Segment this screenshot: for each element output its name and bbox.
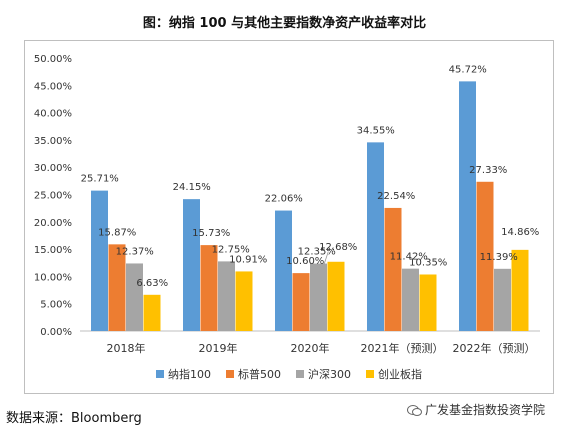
x-tick-label: 2018年	[107, 341, 146, 355]
x-tick-label: 2019年	[199, 341, 238, 355]
bar-4	[511, 249, 529, 331]
legend-swatch-1	[156, 370, 164, 378]
data-label: 10.35%	[409, 257, 447, 268]
data-label: 27.33%	[469, 165, 507, 176]
y-tick-label: 50.00%	[34, 54, 72, 65]
data-label: 12.75%	[212, 244, 250, 255]
data-label: 10.91%	[229, 254, 267, 265]
x-tick-label: 2021年（预测）	[361, 341, 444, 355]
legend-label: 创业板指	[378, 367, 422, 381]
y-tick-label: 5.00%	[40, 300, 72, 311]
legend-swatch-4	[366, 370, 374, 378]
y-tick-label: 30.00%	[34, 163, 72, 174]
data-label: 6.63%	[136, 278, 168, 289]
data-label: 15.87%	[98, 227, 136, 238]
watermark: 广发基金指数投资学院	[407, 401, 545, 418]
bar-3	[494, 268, 511, 331]
bar-1	[91, 190, 108, 331]
data-label: 22.06%	[265, 194, 303, 205]
bar-1	[367, 142, 384, 331]
bar-3	[310, 263, 327, 331]
data-label: 10.60%	[286, 256, 324, 267]
legend-label: 沪深300	[308, 367, 351, 381]
x-tick-label: 2022年（预测）	[453, 341, 536, 355]
data-label: 22.54%	[377, 191, 415, 202]
data-label: 12.68%	[319, 242, 357, 253]
wechat-icon	[407, 404, 422, 416]
bar-4	[143, 294, 161, 331]
legend-swatch-2	[226, 370, 234, 378]
x-tick-label: 2020年	[291, 341, 330, 355]
y-tick-label: 15.00%	[34, 245, 72, 256]
legend-label: 标普500	[238, 367, 281, 381]
bar-2	[292, 273, 310, 331]
bar-4	[327, 261, 345, 331]
watermark-text: 广发基金指数投资学院	[425, 403, 546, 417]
y-tick-label: 35.00%	[34, 136, 72, 147]
y-tick-label: 40.00%	[34, 109, 72, 120]
data-label: 45.72%	[449, 64, 487, 75]
bar-1	[275, 210, 292, 331]
bar-3	[218, 261, 235, 331]
data-label: 24.15%	[173, 182, 211, 193]
legend-swatch-3	[296, 370, 304, 378]
data-label: 15.73%	[192, 228, 230, 239]
bar-4	[235, 271, 253, 331]
bar-1	[459, 81, 476, 331]
y-tick-label: 0.00%	[40, 327, 72, 338]
y-tick-label: 45.00%	[34, 81, 72, 92]
data-label: 12.37%	[116, 246, 154, 257]
leader-line	[323, 251, 329, 264]
bar-2	[200, 245, 218, 331]
data-source: 数据来源：Bloomberg	[6, 411, 142, 426]
bar-3	[402, 268, 419, 331]
data-label: 25.71%	[81, 174, 119, 185]
y-tick-label: 10.00%	[34, 272, 72, 283]
y-tick-label: 20.00%	[34, 218, 72, 229]
y-tick-label: 25.00%	[34, 191, 72, 202]
bar-1	[183, 199, 200, 331]
data-label: 14.86%	[501, 227, 539, 238]
bar-2	[384, 207, 402, 331]
data-label: 12.35%	[298, 247, 336, 258]
chart-title: 图：纳指 100 与其他主要指数净资产收益率对比	[142, 16, 427, 31]
data-label: 11.39%	[480, 252, 518, 263]
bar-3	[126, 263, 143, 331]
bar-4	[419, 274, 437, 331]
data-label: 11.42%	[390, 252, 428, 263]
bar-2	[108, 244, 126, 331]
legend-label: 纳指100	[168, 367, 211, 381]
chart-frame	[24, 40, 554, 394]
bar-2	[476, 181, 494, 331]
data-label: 34.55%	[357, 125, 395, 136]
